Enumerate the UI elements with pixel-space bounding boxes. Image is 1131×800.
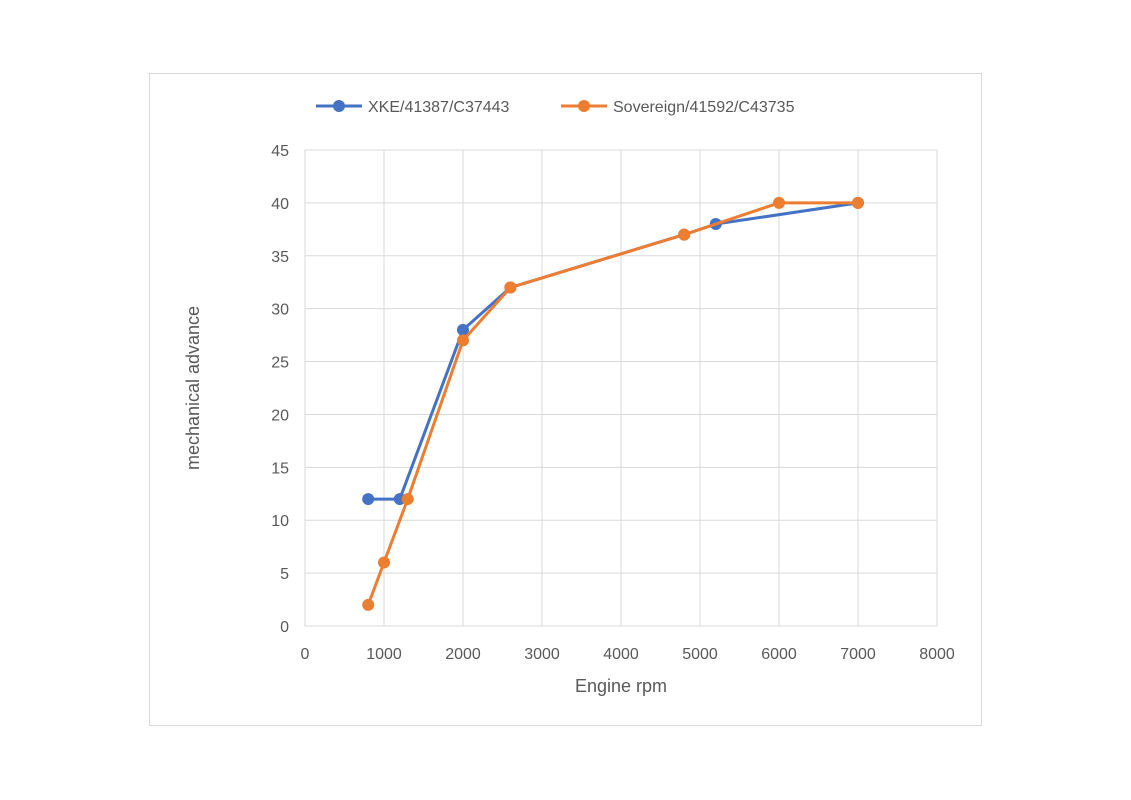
x-tick-label: 4000 bbox=[603, 646, 639, 663]
data-point bbox=[362, 493, 375, 506]
x-tick-label: 5000 bbox=[682, 646, 718, 663]
y-tick-label: 10 bbox=[271, 513, 289, 530]
y-tick-label: 25 bbox=[271, 355, 289, 372]
x-tick-label: 1000 bbox=[366, 646, 402, 663]
series-line bbox=[368, 201, 859, 501]
legend-swatch-marker bbox=[578, 100, 590, 112]
y-axis-title: mechanical advance bbox=[183, 306, 203, 470]
data-point bbox=[378, 556, 390, 569]
legend-item: XKE/41387/C37443 bbox=[316, 99, 510, 116]
series-layer bbox=[362, 196, 864, 611]
legend-swatch-marker bbox=[333, 100, 345, 112]
x-tick-label: 6000 bbox=[761, 646, 797, 663]
y-tick-label: 5 bbox=[280, 566, 289, 583]
y-tick-label: 15 bbox=[271, 460, 289, 477]
data-point bbox=[362, 598, 375, 611]
chart-frame bbox=[149, 73, 982, 726]
x-tick-label: 3000 bbox=[524, 646, 560, 663]
y-tick-label: 30 bbox=[271, 302, 289, 319]
data-point bbox=[457, 334, 469, 347]
data-point bbox=[773, 196, 785, 209]
y-tick-label: 20 bbox=[271, 407, 289, 424]
x-tick-label: 7000 bbox=[840, 646, 876, 663]
legend-label: XKE/41387/C37443 bbox=[368, 99, 510, 116]
x-tick-label: 8000 bbox=[919, 646, 955, 663]
legend-layer: XKE/41387/C37443 Sovereign/41592/C43735 bbox=[316, 99, 795, 116]
legend-item: Sovereign/41592/C43735 bbox=[561, 99, 795, 116]
grid-layer bbox=[304, 149, 938, 627]
x-tick-label: 2000 bbox=[445, 646, 481, 663]
y-tick-label: 0 bbox=[280, 619, 289, 636]
series-1 bbox=[362, 196, 864, 506]
y-tick-label: 35 bbox=[271, 249, 289, 266]
series-2 bbox=[362, 196, 864, 611]
data-point bbox=[504, 281, 517, 294]
y-tick-label: 40 bbox=[271, 196, 289, 213]
data-point bbox=[678, 228, 691, 241]
data-point bbox=[852, 196, 864, 209]
data-point bbox=[457, 323, 469, 336]
data-point bbox=[401, 493, 414, 506]
y-tick-label: 45 bbox=[271, 143, 289, 160]
x-tick-label: 0 bbox=[301, 646, 310, 663]
legend-label: Sovereign/41592/C43735 bbox=[613, 99, 795, 116]
x-axis-title: Engine rpm bbox=[575, 676, 667, 696]
series-line bbox=[366, 201, 858, 606]
ticks-layer: 0 5 10 15 20 25 30 35 40 45 0 1000 2000 3000 4000 5000 6… bbox=[271, 143, 955, 663]
